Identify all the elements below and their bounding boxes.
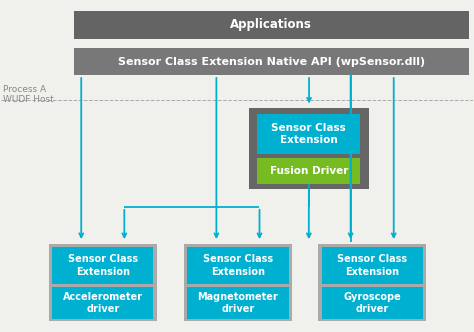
Bar (187, 247, 289, 284)
Bar (257, 114, 360, 154)
Text: Sensor Class
Extension: Sensor Class Extension (337, 254, 407, 277)
Text: Accelerometer
driver: Accelerometer driver (63, 292, 143, 314)
Bar (249, 108, 369, 189)
Text: Gyroscope
driver: Gyroscope driver (343, 292, 401, 314)
Bar (187, 287, 289, 319)
Text: Magnetometer
driver: Magnetometer driver (198, 292, 278, 314)
Bar (257, 158, 360, 184)
Bar (52, 247, 154, 284)
Bar (321, 247, 423, 284)
Bar (318, 244, 426, 321)
Text: Fusion Driver: Fusion Driver (270, 166, 348, 176)
Text: Applications: Applications (230, 18, 312, 31)
Bar (49, 244, 156, 321)
Bar (321, 287, 423, 319)
Bar (184, 244, 292, 321)
Bar (74, 48, 469, 75)
Text: Sensor Class
Extension: Sensor Class Extension (203, 254, 273, 277)
Text: Sensor Class
Extension: Sensor Class Extension (68, 254, 138, 277)
Text: Process A: Process A (3, 85, 46, 94)
Bar (74, 11, 469, 39)
Text: Sensor Class Extension Native API (wpSensor.dll): Sensor Class Extension Native API (wpSen… (118, 56, 425, 66)
Bar (52, 287, 154, 319)
Text: WUDF Host: WUDF Host (3, 95, 54, 104)
Text: Sensor Class
Extension: Sensor Class Extension (272, 123, 346, 145)
